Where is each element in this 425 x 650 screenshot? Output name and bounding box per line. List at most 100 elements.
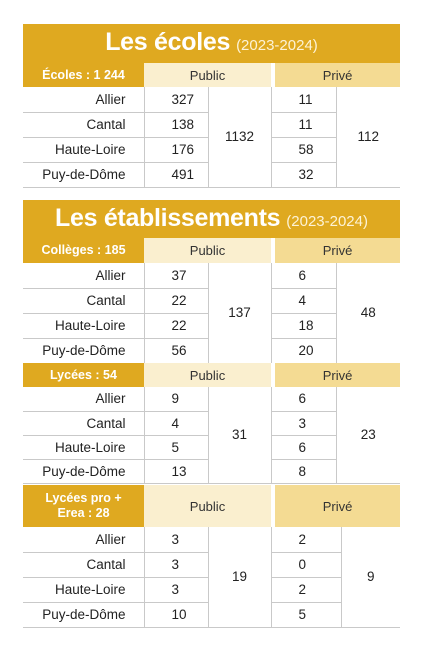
lycees-pro-public-label: Public bbox=[144, 485, 271, 527]
public-value: 138 bbox=[143, 112, 208, 138]
public-value: 22 bbox=[143, 313, 208, 339]
public-value: 3 bbox=[143, 527, 208, 553]
prive-value: 8 bbox=[270, 459, 336, 484]
lycees-body: Allier 9 31 6 23 Cantal 4 3 Haute-Loire … bbox=[23, 387, 400, 484]
ecoles-banner: Les écoles (2023-2024) bbox=[23, 24, 400, 63]
ecoles-year: (2023-2024) bbox=[236, 37, 318, 54]
prive-total: 48 bbox=[335, 263, 400, 364]
prive-value: 4 bbox=[270, 288, 336, 314]
lycees-public-label: Public bbox=[144, 363, 271, 387]
dept-name: Allier bbox=[23, 527, 144, 553]
table-row: Puy-de-Dôme 13 8 bbox=[23, 459, 400, 484]
dept-name: Puy-de-Dôme bbox=[23, 338, 144, 364]
table-row: Allier 3 19 2 9 bbox=[23, 527, 400, 628]
table-row: Allier 327 1132 11 112 bbox=[23, 87, 400, 188]
dept-name: Haute-Loire bbox=[23, 313, 144, 339]
prive-value: 2 bbox=[270, 527, 341, 553]
prive-value: 18 bbox=[270, 313, 336, 339]
table-row: Cantal 22 4 bbox=[23, 288, 400, 314]
colleges-body: Allier 37 137 6 48 Cantal 22 4 Haute-Loi… bbox=[23, 263, 400, 364]
public-total: 31 bbox=[207, 387, 271, 484]
dept-name: Cantal bbox=[23, 288, 144, 314]
dept-name: Puy-de-Dôme bbox=[23, 459, 144, 484]
prive-total: 23 bbox=[335, 387, 400, 484]
dept-name: Allier bbox=[23, 263, 144, 289]
dept-name: Haute-Loire bbox=[23, 435, 144, 460]
prive-value: 6 bbox=[270, 387, 336, 412]
prive-value: 6 bbox=[270, 435, 336, 460]
prive-value: 58 bbox=[270, 137, 336, 163]
prive-value: 11 bbox=[270, 112, 336, 138]
lycees-pro-header: Lycées pro + Erea : 28 Public Privé bbox=[23, 485, 400, 527]
public-value: 176 bbox=[143, 137, 208, 163]
public-value: 37 bbox=[143, 263, 208, 289]
public-value: 10 bbox=[143, 602, 208, 628]
public-total: 19 bbox=[207, 527, 271, 628]
public-value: 22 bbox=[143, 288, 208, 314]
prive-value: 3 bbox=[270, 411, 336, 436]
table-row: Cantal 4 3 bbox=[23, 411, 400, 436]
public-value: 3 bbox=[143, 577, 208, 603]
dept-name: Puy-de-Dôme bbox=[23, 602, 144, 628]
public-value: 56 bbox=[143, 338, 208, 364]
table-row: Allier 37 137 6 48 bbox=[23, 263, 400, 364]
lycees-pro-body: Allier 3 19 2 9 Cantal 3 0 Haute-Loire 3… bbox=[23, 527, 400, 628]
public-value: 491 bbox=[143, 162, 208, 188]
public-total: 137 bbox=[207, 263, 271, 364]
public-value: 3 bbox=[143, 552, 208, 578]
ecoles-category-label: Écoles : 1 244 bbox=[23, 63, 144, 87]
public-value: 4 bbox=[143, 411, 208, 436]
prive-value: 2 bbox=[270, 577, 341, 603]
etablissements-year: (2023-2024) bbox=[286, 213, 368, 230]
lycees-header: Lycées : 54 Public Privé bbox=[23, 363, 400, 387]
public-total: 1132 bbox=[207, 87, 271, 188]
prive-value: 6 bbox=[270, 263, 336, 289]
lycees-pro-category-line1: Lycées pro + bbox=[45, 491, 122, 505]
dept-name: Cantal bbox=[23, 552, 144, 578]
lycees-pro-category-label: Lycées pro + Erea : 28 bbox=[23, 485, 144, 527]
table-row: Haute-Loire 22 18 bbox=[23, 313, 400, 339]
table-row: Haute-Loire 3 2 bbox=[23, 577, 400, 603]
lycees-pro-prive-label: Privé bbox=[275, 485, 400, 527]
lycees-prive-label: Privé bbox=[275, 363, 400, 387]
dept-name: Allier bbox=[23, 387, 144, 412]
table-row: Allier 9 31 6 23 bbox=[23, 387, 400, 484]
etablissements-banner: Les établissements (2023-2024) bbox=[23, 200, 400, 238]
ecoles-title: Les écoles bbox=[105, 28, 231, 56]
public-value: 13 bbox=[143, 459, 208, 484]
dept-name: Allier bbox=[23, 87, 144, 113]
colleges-category-label: Collèges : 185 bbox=[23, 238, 144, 263]
dept-name: Cantal bbox=[23, 112, 144, 138]
table-row: Cantal 138 11 bbox=[23, 112, 400, 138]
table-row: Puy-de-Dôme 10 5 bbox=[23, 602, 400, 628]
dept-name: Haute-Loire bbox=[23, 577, 144, 603]
dept-name: Haute-Loire bbox=[23, 137, 144, 163]
public-value: 5 bbox=[143, 435, 208, 460]
ecoles-prive-label: Privé bbox=[275, 63, 400, 87]
prive-value: 11 bbox=[270, 87, 336, 113]
ecoles-body: Allier 327 1132 11 112 Cantal 138 11 Hau… bbox=[23, 87, 400, 188]
prive-value: 0 bbox=[270, 552, 341, 578]
public-value: 9 bbox=[143, 387, 208, 412]
ecoles-header: Écoles : 1 244 Public Privé bbox=[23, 63, 400, 87]
prive-total: 9 bbox=[340, 527, 400, 628]
ecoles-public-label: Public bbox=[144, 63, 271, 87]
table-row: Puy-de-Dôme 56 20 bbox=[23, 338, 400, 364]
dept-name: Puy-de-Dôme bbox=[23, 162, 144, 188]
lycees-pro-category-line2: Erea : 28 bbox=[57, 506, 110, 520]
table-row: Haute-Loire 5 6 bbox=[23, 435, 400, 460]
colleges-header: Collèges : 185 Public Privé bbox=[23, 238, 400, 263]
dept-name: Cantal bbox=[23, 411, 144, 436]
colleges-public-label: Public bbox=[144, 238, 271, 263]
lycees-category-label: Lycées : 54 bbox=[23, 363, 144, 387]
table-row: Cantal 3 0 bbox=[23, 552, 400, 578]
prive-total: 112 bbox=[335, 87, 400, 188]
prive-value: 32 bbox=[270, 162, 336, 188]
table-row: Puy-de-Dôme 491 32 bbox=[23, 162, 400, 188]
colleges-prive-label: Privé bbox=[275, 238, 400, 263]
prive-value: 5 bbox=[270, 602, 341, 628]
public-value: 327 bbox=[143, 87, 208, 113]
table-row: Haute-Loire 176 58 bbox=[23, 137, 400, 163]
prive-value: 20 bbox=[270, 338, 336, 364]
etablissements-title: Les établissements bbox=[55, 204, 281, 232]
